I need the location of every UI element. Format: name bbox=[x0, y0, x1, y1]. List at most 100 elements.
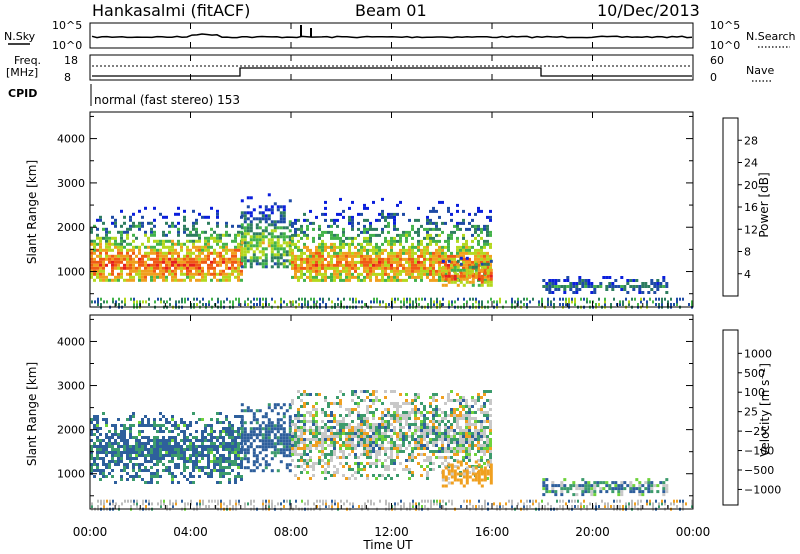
heatmap-cell bbox=[120, 275, 123, 279]
heatmap-cell bbox=[120, 445, 123, 448]
heatmap-cell bbox=[234, 430, 237, 433]
heatmap-cell bbox=[330, 224, 333, 228]
heatmap-cell bbox=[219, 454, 222, 457]
heatmap-cell bbox=[408, 435, 411, 438]
heatmap-cell bbox=[462, 484, 466, 488]
heatmap-cell bbox=[273, 253, 277, 257]
heatmap-cell bbox=[373, 502, 375, 506]
heatmap-cell bbox=[141, 257, 144, 261]
heatmap-cell bbox=[477, 260, 480, 264]
heatmap-cell bbox=[369, 399, 372, 402]
heatmap-cell bbox=[429, 218, 432, 222]
heatmap-cell bbox=[489, 280, 493, 284]
heatmap-cell bbox=[363, 254, 366, 258]
heatmap-cell bbox=[303, 447, 306, 450]
heatmap-cell bbox=[309, 278, 312, 282]
heatmap-cell bbox=[363, 269, 366, 273]
heatmap-cell bbox=[219, 412, 222, 415]
heatmap-cell bbox=[147, 236, 150, 240]
heatmap-cell bbox=[222, 248, 225, 252]
heatmap-cell bbox=[144, 272, 147, 276]
heatmap-cell bbox=[462, 438, 465, 441]
heatmap-cell bbox=[267, 418, 271, 422]
heatmap-cell bbox=[120, 251, 123, 255]
heatmap-cell bbox=[390, 254, 393, 258]
heatmap-cell bbox=[463, 499, 465, 503]
heatmap-cell bbox=[201, 451, 204, 454]
heatmap-cell bbox=[511, 297, 513, 301]
heatmap-cell bbox=[120, 209, 123, 213]
heatmap-cell bbox=[237, 257, 240, 261]
heatmap-cell bbox=[369, 275, 372, 279]
heatmap-cell bbox=[370, 499, 372, 503]
heatmap-cell bbox=[453, 459, 456, 462]
heatmap-cell bbox=[249, 421, 253, 425]
heatmap-cell bbox=[384, 423, 387, 426]
heatmap-cell bbox=[168, 257, 171, 261]
heatmap-cell bbox=[276, 424, 280, 428]
heatmap-cell bbox=[93, 260, 96, 264]
heatmap-cell bbox=[90, 466, 93, 469]
heatmap-cell bbox=[210, 451, 213, 454]
heatmap-cell bbox=[463, 303, 465, 306]
heatmap-cell bbox=[111, 454, 114, 457]
heatmap-cell bbox=[90, 266, 93, 270]
heatmap-cell bbox=[441, 396, 444, 399]
heatmap-cell bbox=[294, 423, 297, 426]
heatmap-cell bbox=[342, 278, 345, 282]
heatmap-cell bbox=[123, 278, 126, 282]
heatmap-cell bbox=[267, 430, 271, 434]
heatmap-cell bbox=[135, 472, 138, 475]
heatmap-cell bbox=[385, 499, 387, 503]
heatmap-cell bbox=[321, 248, 324, 252]
heatmap-cell bbox=[211, 297, 213, 301]
heatmap-cell bbox=[162, 251, 165, 255]
heatmap-cell bbox=[336, 269, 339, 273]
heatmap-cell bbox=[477, 475, 481, 479]
heatmap-cell bbox=[240, 463, 243, 466]
heatmap-cell bbox=[420, 272, 423, 276]
heatmap-cell bbox=[318, 236, 321, 240]
heatmap-cell bbox=[604, 297, 606, 301]
heatmap-cell bbox=[432, 272, 435, 276]
heatmap-cell bbox=[201, 469, 204, 472]
heatmap-cell bbox=[291, 224, 294, 228]
heatmap-cell bbox=[249, 433, 253, 437]
heatmap-cell bbox=[255, 256, 259, 260]
heatmap-cell bbox=[369, 411, 372, 414]
heatmap-cell bbox=[480, 456, 483, 459]
heatmap-cell bbox=[414, 420, 417, 423]
heatmap-cell bbox=[444, 456, 447, 459]
heatmap-cell bbox=[483, 224, 486, 228]
heatmap-cell bbox=[354, 263, 357, 267]
heatmap-cell bbox=[90, 251, 93, 255]
heatmap-cell bbox=[489, 271, 493, 275]
heatmap-cell bbox=[216, 412, 219, 415]
heatmap-cell bbox=[289, 300, 291, 304]
heatmap-cell bbox=[237, 272, 240, 276]
heatmap-cell bbox=[420, 269, 423, 273]
heatmap-cell bbox=[162, 442, 165, 445]
heatmap-cell bbox=[638, 291, 642, 294]
heatmap-cell bbox=[450, 475, 454, 479]
heatmap-cell bbox=[105, 448, 108, 451]
heatmap-cell bbox=[366, 218, 369, 222]
heatmap-cell bbox=[664, 297, 666, 301]
heatmap-cell bbox=[202, 502, 204, 506]
heatmap-cell bbox=[393, 441, 396, 444]
heatmap-cell bbox=[219, 233, 222, 237]
heatmap-cell bbox=[300, 414, 303, 417]
heatmap-cell bbox=[372, 411, 375, 414]
heatmap-cell bbox=[105, 475, 108, 478]
heatmap-cell bbox=[321, 260, 324, 264]
heatmap-cell bbox=[581, 490, 585, 494]
heatmap-cell bbox=[240, 421, 244, 425]
heatmap-cell bbox=[483, 453, 486, 456]
heatmap-cell bbox=[246, 229, 250, 233]
heatmap-cell bbox=[447, 447, 450, 450]
heatmap-cell bbox=[270, 241, 274, 245]
heatmap-cell bbox=[261, 262, 265, 266]
heatmap-cell bbox=[195, 445, 198, 448]
heatmap-cell bbox=[252, 412, 256, 416]
heatmap-cell bbox=[369, 263, 372, 267]
